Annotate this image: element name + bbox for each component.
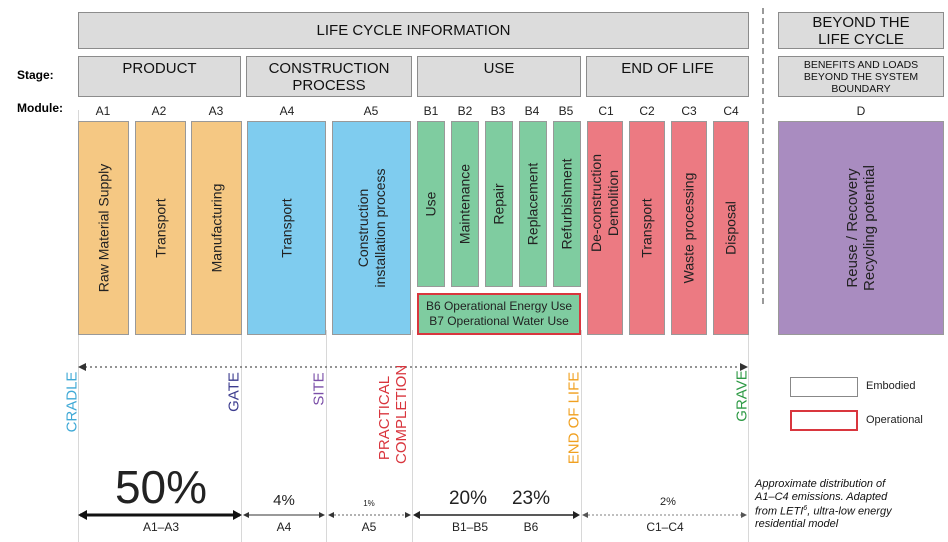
module-code-b2: B2 — [457, 104, 473, 118]
stage-product: PRODUCT — [78, 56, 241, 97]
legend-operational-label: Operational — [866, 414, 923, 426]
module-code-d: D — [856, 104, 866, 118]
stage-use: USE — [417, 56, 581, 97]
note-line-1: Approximate distribution of — [755, 478, 886, 490]
module-code-b4: B4 — [524, 104, 540, 118]
module-a1-raw-material-supply: Raw Material Supply — [78, 121, 129, 335]
life-cycle-header: LIFE CYCLE INFORMATION — [78, 12, 749, 49]
note-line-3: from LETI6, ultra-low energy — [755, 505, 892, 518]
module-row-label: Module: — [17, 101, 63, 115]
range-c1-c4: C1–C4 — [646, 520, 684, 534]
note-line-4: residential model — [755, 518, 839, 531]
module-code-a3: A3 — [208, 104, 224, 118]
range-a1-a3: A1–A3 — [142, 520, 180, 534]
module-b1-use: Use — [417, 121, 445, 287]
note-line-2: A1–C4 emissions. Adapted — [755, 490, 888, 503]
module-code-b1: B1 — [423, 104, 439, 118]
module-code-b5: B5 — [558, 104, 574, 118]
boundary-dashed-line — [762, 8, 764, 304]
module-code-a5: A5 — [363, 104, 379, 118]
percent-a1-a3: 50% — [114, 461, 208, 513]
module-code-c3: C3 — [681, 104, 697, 118]
stage-benefits-loads: BENEFITS AND LOADS BEYOND THE SYSTEM BOU… — [778, 56, 944, 97]
stage-end-of-life: END OF LIFE — [586, 56, 749, 97]
module-code-c1: C1 — [598, 104, 614, 118]
module-a4-transport: Transport — [247, 121, 326, 335]
module-a3-manufacturing: Manufacturing — [191, 121, 242, 335]
range-b1-b5: B1–B5 — [451, 520, 489, 534]
module-c1-deconstruction: De-construction Demolition — [587, 121, 623, 335]
range-a5: A5 — [361, 520, 377, 534]
operational-use-box: B6 Operational Energy Use B7 Operational… — [417, 293, 581, 335]
guide-line — [748, 330, 749, 542]
module-code-b3: B3 — [490, 104, 506, 118]
module-code-a2: A2 — [151, 104, 167, 118]
module-a2-transport: Transport — [135, 121, 186, 335]
module-a5-construction-installation: Construction installation process — [332, 121, 411, 335]
module-code-c2: C2 — [639, 104, 655, 118]
distribution-note: Approximate distribution of A1–C4 emissi… — [755, 478, 945, 531]
module-code-a4: A4 — [279, 104, 295, 118]
percent-a4: 4% — [273, 492, 295, 509]
beyond-life-cycle-header: BEYOND THE LIFE CYCLE — [778, 12, 944, 49]
legend-embodied-label: Embodied — [866, 380, 916, 392]
module-b4-replacement: Replacement — [519, 121, 547, 287]
percent-b6: 23% — [511, 488, 551, 509]
stage-construction-process: CONSTRUCTION PROCESS — [246, 56, 412, 97]
module-code-a1: A1 — [95, 104, 111, 118]
legend-operational-swatch — [790, 410, 858, 431]
module-b5-refurbishment: Refurbishment — [553, 121, 581, 287]
module-code-c4: C4 — [723, 104, 739, 118]
module-c4-disposal: Disposal — [713, 121, 749, 335]
operational-water-b7: B7 Operational Water Use — [429, 314, 569, 328]
operational-energy-b6: B6 Operational Energy Use — [425, 299, 573, 313]
module-d-reuse-recovery: Reuse / Recovery Recycling potential — [778, 121, 944, 335]
range-b6: B6 — [523, 520, 539, 534]
percent-c1-c4: 2% — [660, 496, 676, 508]
stage-row-label: Stage: — [17, 68, 54, 82]
module-c2-transport: Transport — [629, 121, 665, 335]
guide-line — [241, 330, 242, 542]
guide-line — [581, 330, 582, 542]
range-a4: A4 — [276, 520, 292, 534]
guide-line — [412, 330, 413, 542]
legend-embodied-swatch — [790, 377, 858, 397]
module-c3-waste-processing: Waste processing — [671, 121, 707, 335]
percent-a5: 1% — [363, 499, 375, 508]
guide-line — [326, 330, 327, 542]
percent-b1-b5: 20% — [448, 488, 488, 509]
module-b3-repair: Repair — [485, 121, 513, 287]
module-b2-maintenance: Maintenance — [451, 121, 479, 287]
